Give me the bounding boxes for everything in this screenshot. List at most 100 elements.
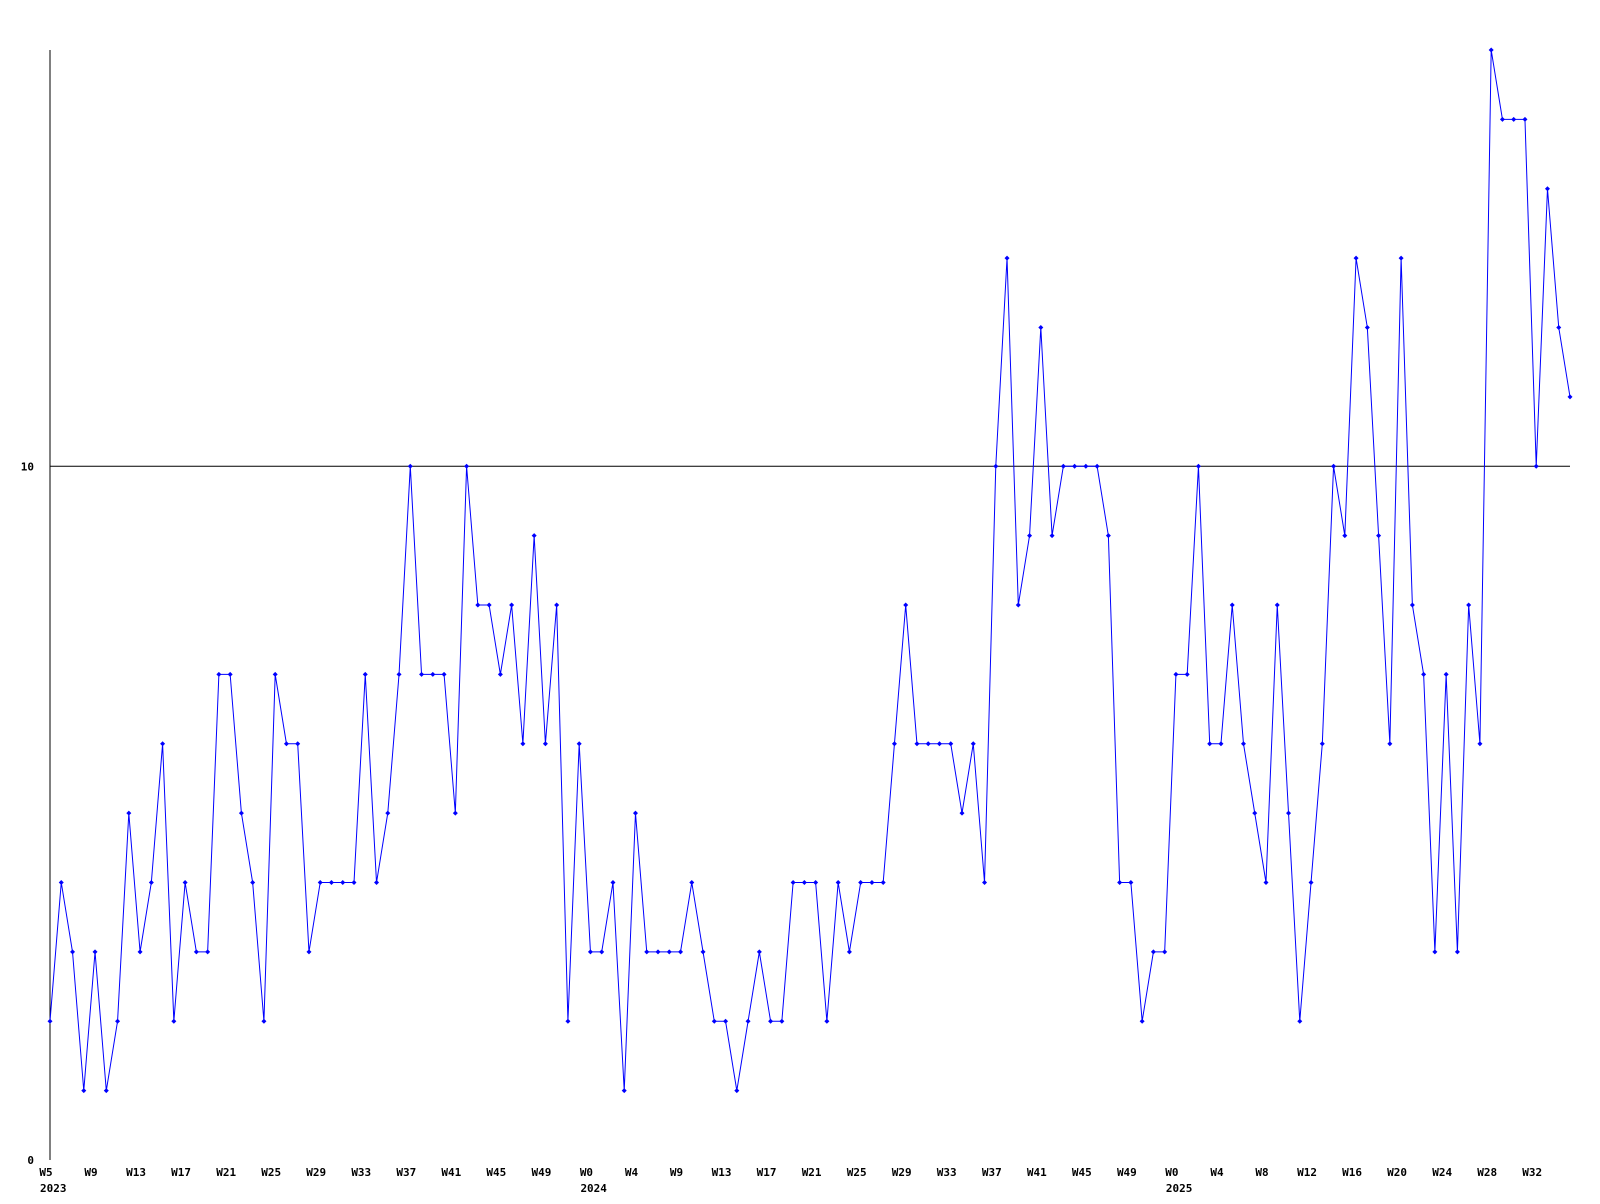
data-point bbox=[1150, 949, 1156, 955]
data-point bbox=[452, 810, 458, 816]
data-point bbox=[768, 1018, 774, 1024]
x-tick-label: W4 bbox=[625, 1166, 639, 1179]
data-point bbox=[565, 1018, 571, 1024]
data-point bbox=[1004, 255, 1010, 261]
data-point bbox=[1072, 463, 1078, 469]
data-point bbox=[734, 1088, 740, 1094]
data-point bbox=[1139, 1018, 1145, 1024]
data-point bbox=[801, 880, 807, 885]
x-tick-label: W24 bbox=[1432, 1166, 1452, 1179]
x-year-label: 2025 bbox=[1166, 1182, 1193, 1195]
x-year-label: 2024 bbox=[580, 1182, 607, 1195]
data-point bbox=[283, 741, 289, 747]
data-point bbox=[126, 810, 132, 816]
x-tick-label: W33 bbox=[937, 1166, 957, 1179]
data-point bbox=[160, 741, 166, 747]
data-point bbox=[576, 741, 582, 747]
x-tick-label: W13 bbox=[712, 1166, 732, 1179]
data-point bbox=[1252, 810, 1258, 816]
data-point bbox=[1218, 741, 1224, 747]
data-point bbox=[441, 671, 447, 677]
data-point bbox=[520, 741, 526, 747]
data-point bbox=[1173, 671, 1179, 677]
data-point bbox=[587, 949, 593, 955]
data-point bbox=[1376, 533, 1382, 539]
data-point bbox=[475, 602, 481, 608]
data-point bbox=[227, 671, 233, 677]
data-point bbox=[914, 741, 920, 747]
data-point bbox=[666, 949, 672, 955]
x-tick-label: W17 bbox=[757, 1166, 777, 1179]
data-point bbox=[295, 741, 301, 747]
data-point bbox=[1015, 602, 1021, 608]
x-tick-label: W12 bbox=[1297, 1166, 1317, 1179]
data-point bbox=[1286, 810, 1292, 816]
x-tick-label: W0 bbox=[580, 1166, 593, 1179]
data-point bbox=[1038, 325, 1044, 330]
data-point bbox=[374, 880, 380, 885]
x-tick-label: W21 bbox=[216, 1166, 236, 1179]
data-point bbox=[137, 949, 143, 955]
data-point bbox=[238, 810, 244, 816]
data-point bbox=[509, 602, 515, 608]
data-point bbox=[813, 880, 819, 885]
data-point bbox=[1342, 533, 1348, 539]
data-point bbox=[1409, 602, 1415, 608]
data-point bbox=[1421, 671, 1427, 677]
data-point bbox=[1353, 255, 1359, 261]
data-point bbox=[1544, 186, 1550, 192]
data-point bbox=[1297, 1018, 1303, 1024]
data-point bbox=[205, 949, 211, 955]
data-point bbox=[711, 1018, 717, 1024]
data-point bbox=[779, 1018, 785, 1024]
x-tick-label: W21 bbox=[802, 1166, 822, 1179]
data-point bbox=[1511, 116, 1517, 122]
data-point bbox=[880, 880, 886, 885]
data-point bbox=[306, 949, 312, 955]
data-point bbox=[317, 880, 323, 885]
data-point bbox=[92, 949, 98, 955]
x-tick-label: W0 bbox=[1165, 1166, 1178, 1179]
data-point bbox=[47, 1018, 53, 1024]
x-tick-label: W4 bbox=[1210, 1166, 1224, 1179]
data-point bbox=[891, 741, 897, 747]
x-tick-label: W29 bbox=[892, 1166, 912, 1179]
data-point bbox=[362, 671, 368, 677]
data-point bbox=[385, 810, 391, 816]
data-point bbox=[1331, 463, 1337, 469]
data-point bbox=[1398, 255, 1404, 261]
data-point bbox=[959, 810, 965, 816]
x-tick-label: W45 bbox=[1072, 1166, 1092, 1179]
data-point bbox=[1229, 602, 1235, 608]
data-point bbox=[982, 880, 988, 885]
data-point bbox=[1128, 880, 1134, 885]
x-tick-label: W9 bbox=[84, 1166, 97, 1179]
data-point bbox=[497, 671, 503, 677]
data-point bbox=[644, 949, 650, 955]
data-point bbox=[148, 880, 154, 885]
data-point bbox=[936, 741, 942, 747]
data-point bbox=[272, 671, 278, 677]
data-point bbox=[790, 880, 796, 885]
data-point bbox=[1308, 880, 1314, 885]
data-point bbox=[1432, 949, 1438, 955]
data-point bbox=[700, 949, 706, 955]
data-point bbox=[1319, 741, 1325, 747]
x-tick-label: W49 bbox=[1117, 1166, 1137, 1179]
data-point bbox=[1240, 741, 1246, 747]
x-tick-label: W28 bbox=[1477, 1166, 1497, 1179]
data-point bbox=[407, 463, 413, 469]
x-tick-label: W13 bbox=[126, 1166, 146, 1179]
data-point bbox=[824, 1018, 830, 1024]
data-point bbox=[1488, 47, 1494, 53]
data-point bbox=[340, 880, 346, 885]
data-point bbox=[655, 949, 661, 955]
data-point bbox=[1184, 671, 1190, 677]
data-point bbox=[1162, 949, 1168, 955]
x-tick-label: W37 bbox=[982, 1166, 1002, 1179]
data-point bbox=[745, 1018, 751, 1024]
data-point bbox=[1263, 880, 1269, 885]
data-point bbox=[858, 880, 864, 885]
